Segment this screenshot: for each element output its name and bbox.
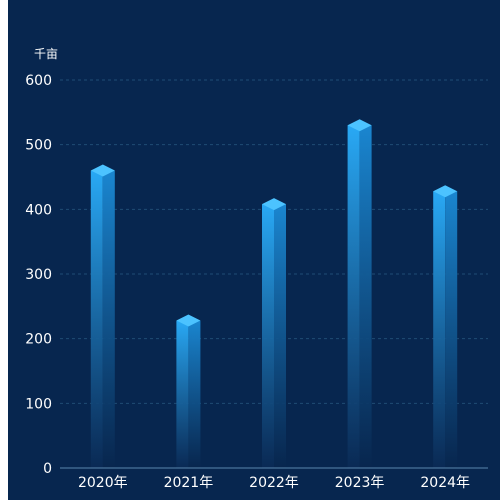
bar-face-left bbox=[262, 204, 274, 468]
y-tick-label: 500 bbox=[25, 138, 52, 154]
y-axis-ticks: 0 100 200 300 400 500 600 bbox=[25, 73, 52, 477]
bar-face-left bbox=[347, 125, 360, 469]
x-tick-label: 2020年 bbox=[78, 475, 128, 491]
bar-2021年 bbox=[176, 314, 201, 468]
bar-cap bbox=[433, 185, 458, 198]
bar-face-left bbox=[433, 191, 446, 468]
bar-face-left bbox=[176, 320, 189, 468]
bar-face-right bbox=[359, 125, 372, 469]
x-axis-ticks: 2020年 2021年 2022年 2023年 2024年 bbox=[78, 475, 470, 491]
y-tick-label: 200 bbox=[25, 332, 52, 348]
bar-2020年 bbox=[90, 164, 115, 469]
x-tick-label: 2023年 bbox=[335, 475, 385, 491]
bars bbox=[90, 119, 458, 469]
bar-face-right bbox=[102, 170, 115, 469]
x-tick-label: 2022年 bbox=[249, 475, 299, 491]
gridlines bbox=[60, 79, 488, 404]
y-tick-label: 300 bbox=[25, 267, 52, 283]
y-axis-unit-label: 千亩 bbox=[34, 46, 58, 61]
bar-2024年 bbox=[433, 185, 458, 468]
bar-face-left bbox=[90, 170, 103, 469]
y-tick-label: 400 bbox=[25, 202, 52, 218]
bar-cap bbox=[90, 164, 115, 177]
bar-2022年 bbox=[262, 198, 286, 468]
y-tick-label: 100 bbox=[25, 396, 52, 412]
chart-panel bbox=[8, 0, 500, 500]
bar-face-right bbox=[445, 191, 458, 468]
y-tick-label: 600 bbox=[25, 73, 52, 89]
bar-cap bbox=[347, 119, 372, 132]
bar-cap bbox=[176, 314, 201, 327]
x-tick-label: 2021年 bbox=[164, 475, 214, 491]
bar-2023年 bbox=[347, 119, 372, 469]
bar-face-right bbox=[188, 320, 201, 468]
x-tick-label: 2024年 bbox=[420, 475, 470, 491]
bar-face-right bbox=[274, 204, 286, 468]
y-tick-label: 0 bbox=[43, 461, 52, 477]
bar-cap bbox=[262, 198, 286, 211]
